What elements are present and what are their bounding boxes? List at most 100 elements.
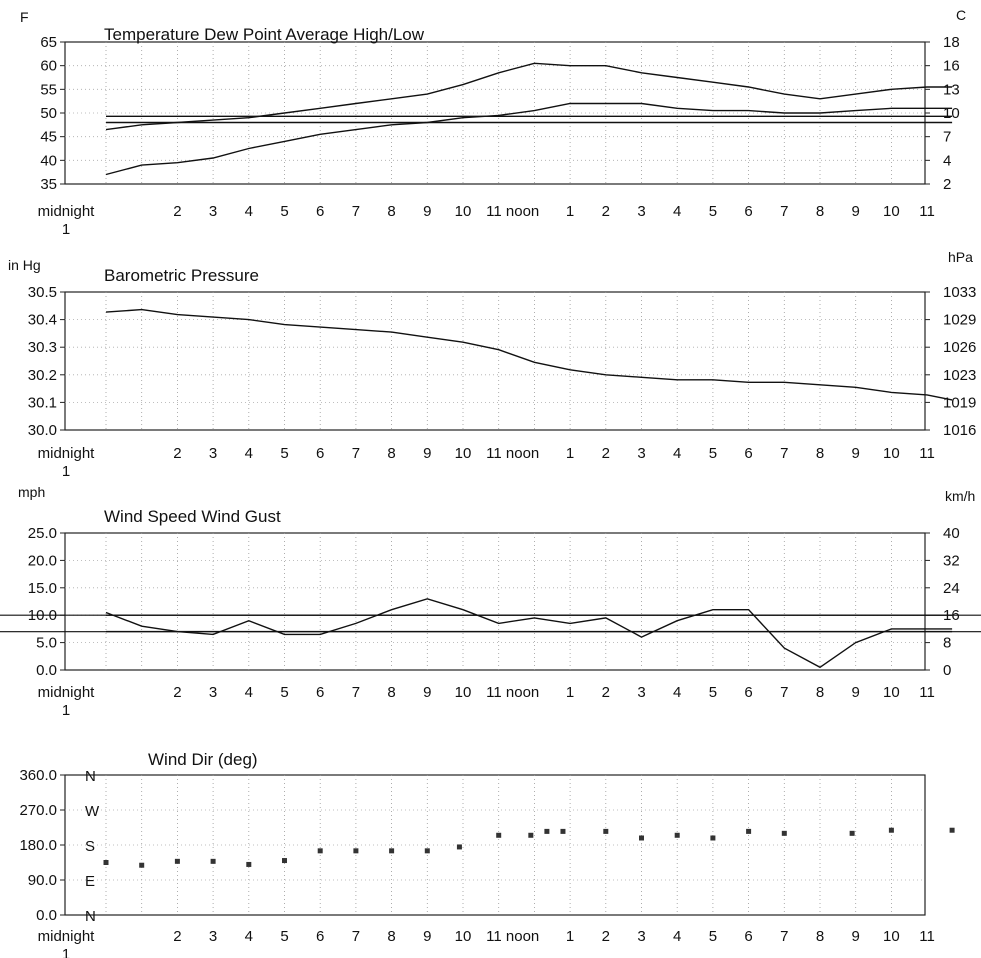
x-tick-label: 7: [780, 445, 788, 462]
x-tick-label: 7: [352, 203, 360, 220]
x-tick-label: 8: [816, 928, 824, 945]
scatter-point: [674, 832, 680, 838]
x-tick-label: 4: [245, 203, 253, 220]
y-tick-label-right: 1029: [943, 312, 976, 329]
x-tick-label: 10: [455, 203, 472, 220]
x-tick-label: 8: [387, 928, 395, 945]
x-tick-label: 4: [673, 445, 681, 462]
y-tick-label: 30.4: [28, 312, 57, 329]
compass-label: W: [85, 803, 100, 820]
y-tick-label: 60: [40, 58, 57, 75]
x-tick-label: 1: [62, 702, 70, 719]
y-tick-label: 30.3: [28, 339, 57, 356]
y-tick-label-right: 24: [943, 580, 960, 597]
x-tick-label: 5: [280, 445, 288, 462]
y-tick-label-right: 4: [943, 152, 951, 169]
scatter-point: [949, 827, 955, 833]
y-tick-label: 30.0: [28, 422, 57, 439]
scatter-point: [849, 830, 855, 836]
x-tick-label: 1: [566, 928, 574, 945]
scatter-point: [174, 858, 180, 864]
x-tick-label: 11 noon: [486, 445, 539, 462]
x-tick-label: 6: [316, 684, 324, 701]
x-tick-label: 3: [209, 684, 217, 701]
y-tick-label: 15.0: [28, 580, 57, 597]
x-tick-label: 11: [919, 684, 935, 701]
y-tick-label-right: 0: [943, 662, 951, 679]
x-tick-label: 8: [387, 445, 395, 462]
x-tick-label: midnight: [38, 928, 96, 945]
scatter-point: [353, 848, 359, 854]
x-tick-label: 3: [637, 684, 645, 701]
plot-frame-3: [64, 532, 926, 671]
y-tick-label: 0.0: [36, 662, 57, 679]
x-tick-label: 2: [602, 928, 610, 945]
compass-label: N: [85, 908, 96, 925]
x-tick-label: midnight: [38, 684, 96, 701]
x-tick-label: 1: [62, 463, 70, 480]
y-tick-label-right: 13: [943, 81, 960, 98]
x-tick-label: 10: [455, 445, 472, 462]
series-line-1-2: [105, 102, 953, 176]
x-tick-label: 9: [423, 928, 431, 945]
x-tick-label: 7: [352, 684, 360, 701]
y-unit-right: C: [956, 7, 966, 23]
scatter-point: [139, 862, 145, 868]
x-tick-label: 3: [209, 445, 217, 462]
x-tick-label: 10: [883, 203, 900, 220]
x-tick-label: 7: [352, 928, 360, 945]
x-tick-label: 4: [673, 684, 681, 701]
x-tick-label: 7: [780, 684, 788, 701]
x-tick-label: 11: [919, 203, 935, 220]
x-tick-label: 9: [852, 445, 860, 462]
y-tick-label: 45: [40, 129, 57, 146]
scatter-point: [317, 848, 323, 854]
y-tick-label: 50: [40, 105, 57, 122]
scatter-point: [210, 858, 216, 864]
x-tick-label: 7: [780, 203, 788, 220]
scatter-point: [710, 835, 716, 841]
y-tick-label-right: 1026: [943, 339, 976, 356]
y-tick-label: 30.2: [28, 367, 57, 384]
x-tick-label: 2: [173, 445, 181, 462]
x-tick-label: 1: [62, 221, 70, 238]
x-tick-label: 8: [387, 684, 395, 701]
x-tick-label: 10: [455, 684, 472, 701]
scatter-point: [746, 828, 752, 834]
x-tick-label: 2: [602, 684, 610, 701]
x-tick-label: 9: [423, 445, 431, 462]
x-tick-label: 1: [566, 684, 574, 701]
x-tick-label: 5: [709, 203, 717, 220]
y-tick-label: 65: [40, 34, 57, 51]
x-tick-label: 3: [209, 928, 217, 945]
scatter-point: [544, 828, 550, 834]
x-tick-label: 10: [455, 928, 472, 945]
scatter-point: [781, 830, 787, 836]
y-tick-label-right: 1016: [943, 422, 976, 439]
x-tick-label: 11: [919, 928, 935, 945]
x-tick-label: 5: [280, 928, 288, 945]
x-tick-label: 5: [709, 928, 717, 945]
x-tick-label: 5: [709, 684, 717, 701]
x-tick-label: 4: [673, 203, 681, 220]
x-tick-label: 2: [173, 203, 181, 220]
x-tick-label: midnight: [38, 203, 96, 220]
scatter-point: [639, 835, 644, 841]
y-tick-label: 5.0: [36, 635, 57, 652]
x-tick-label: 2: [602, 203, 610, 220]
y-tick-label-right: 1019: [943, 394, 976, 411]
x-tick-label: 6: [316, 928, 324, 945]
x-tick-label: 2: [602, 445, 610, 462]
x-tick-label: 3: [637, 928, 645, 945]
x-tick-label: 1: [566, 445, 574, 462]
y-tick-label-right: 40: [943, 525, 960, 542]
y-tick-label: 55: [40, 81, 57, 98]
compass-label: E: [85, 873, 95, 890]
scatter-point: [246, 861, 252, 867]
scatter-point: [560, 828, 566, 834]
y-unit-right: km/h: [945, 488, 975, 504]
x-tick-label: 2: [173, 928, 181, 945]
y-tick-label-right: 8: [943, 635, 951, 652]
x-tick-label: 3: [209, 203, 217, 220]
y-tick-label-right: 16: [943, 58, 960, 75]
